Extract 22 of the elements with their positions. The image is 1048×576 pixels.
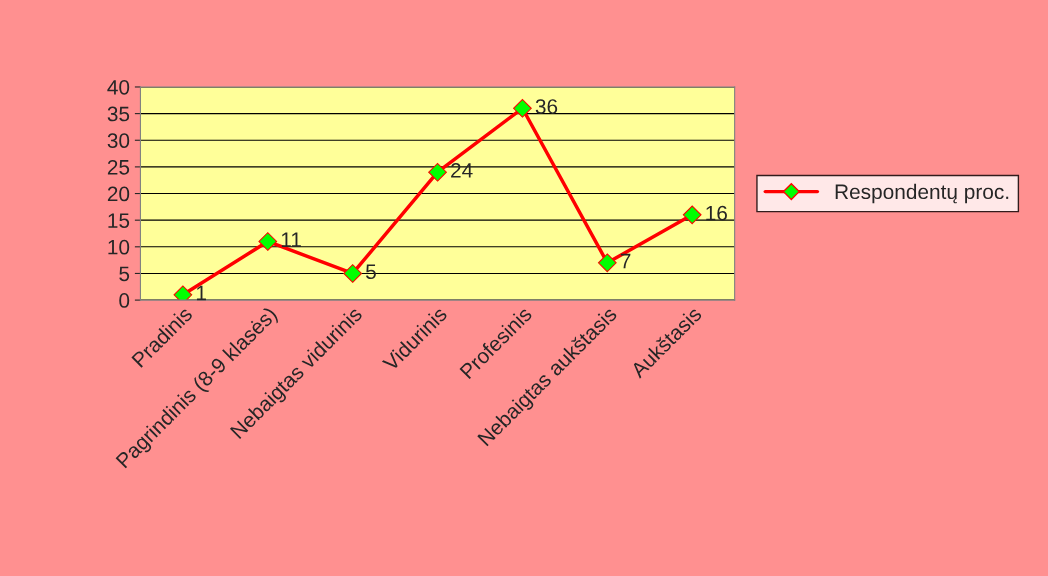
point [173,285,193,301]
y-tick-label: 10 [108,239,130,255]
y-tick-label: 40 [107,79,130,95]
y-tick-label: 35 [107,106,130,122]
y-tick-label: 5 [119,266,130,282]
y-tick-label: 15 [108,213,130,228]
y-tick-label: 30 [107,133,130,149]
point [343,264,363,283]
point [597,253,617,273]
point [258,232,278,251]
y-tick-label: 25 [107,159,130,175]
data-label: 1 [196,285,206,301]
data-label: 11 [281,232,301,247]
point [513,98,532,118]
data-label: 7 [620,253,631,269]
point [682,205,702,225]
legend-label: Respondentų proc. [835,183,1009,204]
y-tick-label: 20 [107,186,130,202]
data-label: 36 [535,99,558,114]
point [428,162,447,182]
y-tick-label: 0 [119,293,130,308]
data-label: 16 [706,205,727,221]
